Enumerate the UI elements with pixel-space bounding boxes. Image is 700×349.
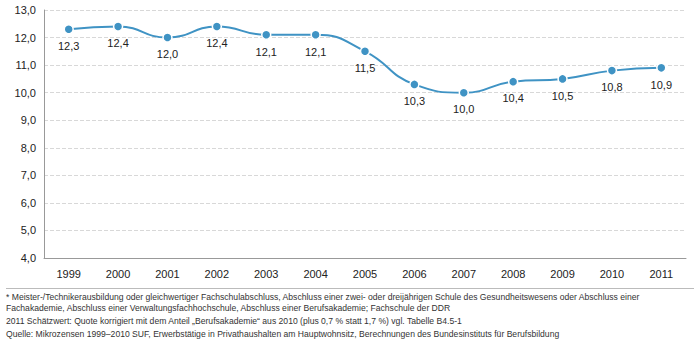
svg-text:2000: 2000: [106, 268, 130, 280]
svg-text:10,3: 10,3: [404, 95, 425, 107]
svg-text:2003: 2003: [254, 268, 278, 280]
svg-text:11,0: 11,0: [15, 59, 36, 71]
svg-text:5,0: 5,0: [21, 224, 36, 236]
html-text:Quelle: Mikrozensen 1999–2010: Quelle: Mikrozensen 1999–2010 SUF, Erwer…: [6, 329, 560, 339]
svg-text:11,5: 11,5: [355, 62, 376, 74]
svg-text:13,0: 13,0: [15, 4, 36, 16]
svg-text:2006: 2006: [402, 268, 426, 280]
svg-text:2010: 2010: [600, 268, 624, 280]
svg-text:12,0: 12,0: [157, 48, 178, 60]
svg-text:10,4: 10,4: [502, 92, 523, 104]
svg-text:2002: 2002: [205, 268, 229, 280]
svg-text:2008: 2008: [501, 268, 525, 280]
svg-text:6,0: 6,0: [21, 197, 36, 209]
svg-text:10,0: 10,0: [453, 103, 474, 115]
svg-text:12,0: 12,0: [15, 32, 36, 44]
html-text:2011 Schätzwert: Quote korrigi: 2011 Schätzwert: Quote korrigiert mit de…: [6, 316, 462, 326]
svg-text:12,1: 12,1: [305, 46, 326, 58]
svg-text:9,0: 9,0: [21, 114, 36, 126]
svg-text:2009: 2009: [550, 268, 574, 280]
svg-text:12,3: 12,3: [58, 40, 79, 52]
svg-text:4,0: 4,0: [21, 252, 36, 264]
svg-text:2001: 2001: [155, 268, 179, 280]
svg-text:12,4: 12,4: [107, 37, 128, 49]
svg-text:7,0: 7,0: [21, 169, 36, 181]
svg-text:10,8: 10,8: [601, 81, 622, 93]
svg-text:2007: 2007: [452, 268, 476, 280]
svg-text:8,0: 8,0: [21, 142, 36, 154]
svg-text:10,9: 10,9: [651, 79, 672, 91]
svg-text:2011: 2011: [649, 268, 673, 280]
svg-text:12,4: 12,4: [206, 37, 227, 49]
svg-text:10,0: 10,0: [15, 87, 36, 99]
svg-text:2004: 2004: [303, 268, 327, 280]
svg-text:12,1: 12,1: [256, 46, 277, 58]
svg-text:1999: 1999: [56, 268, 80, 280]
svg-text:10,5: 10,5: [552, 90, 573, 102]
html-text:* Meister-/Technikerausbildung: * Meister-/Technikerausbildung oder glei…: [6, 292, 640, 313]
svg-text:2005: 2005: [353, 268, 377, 280]
